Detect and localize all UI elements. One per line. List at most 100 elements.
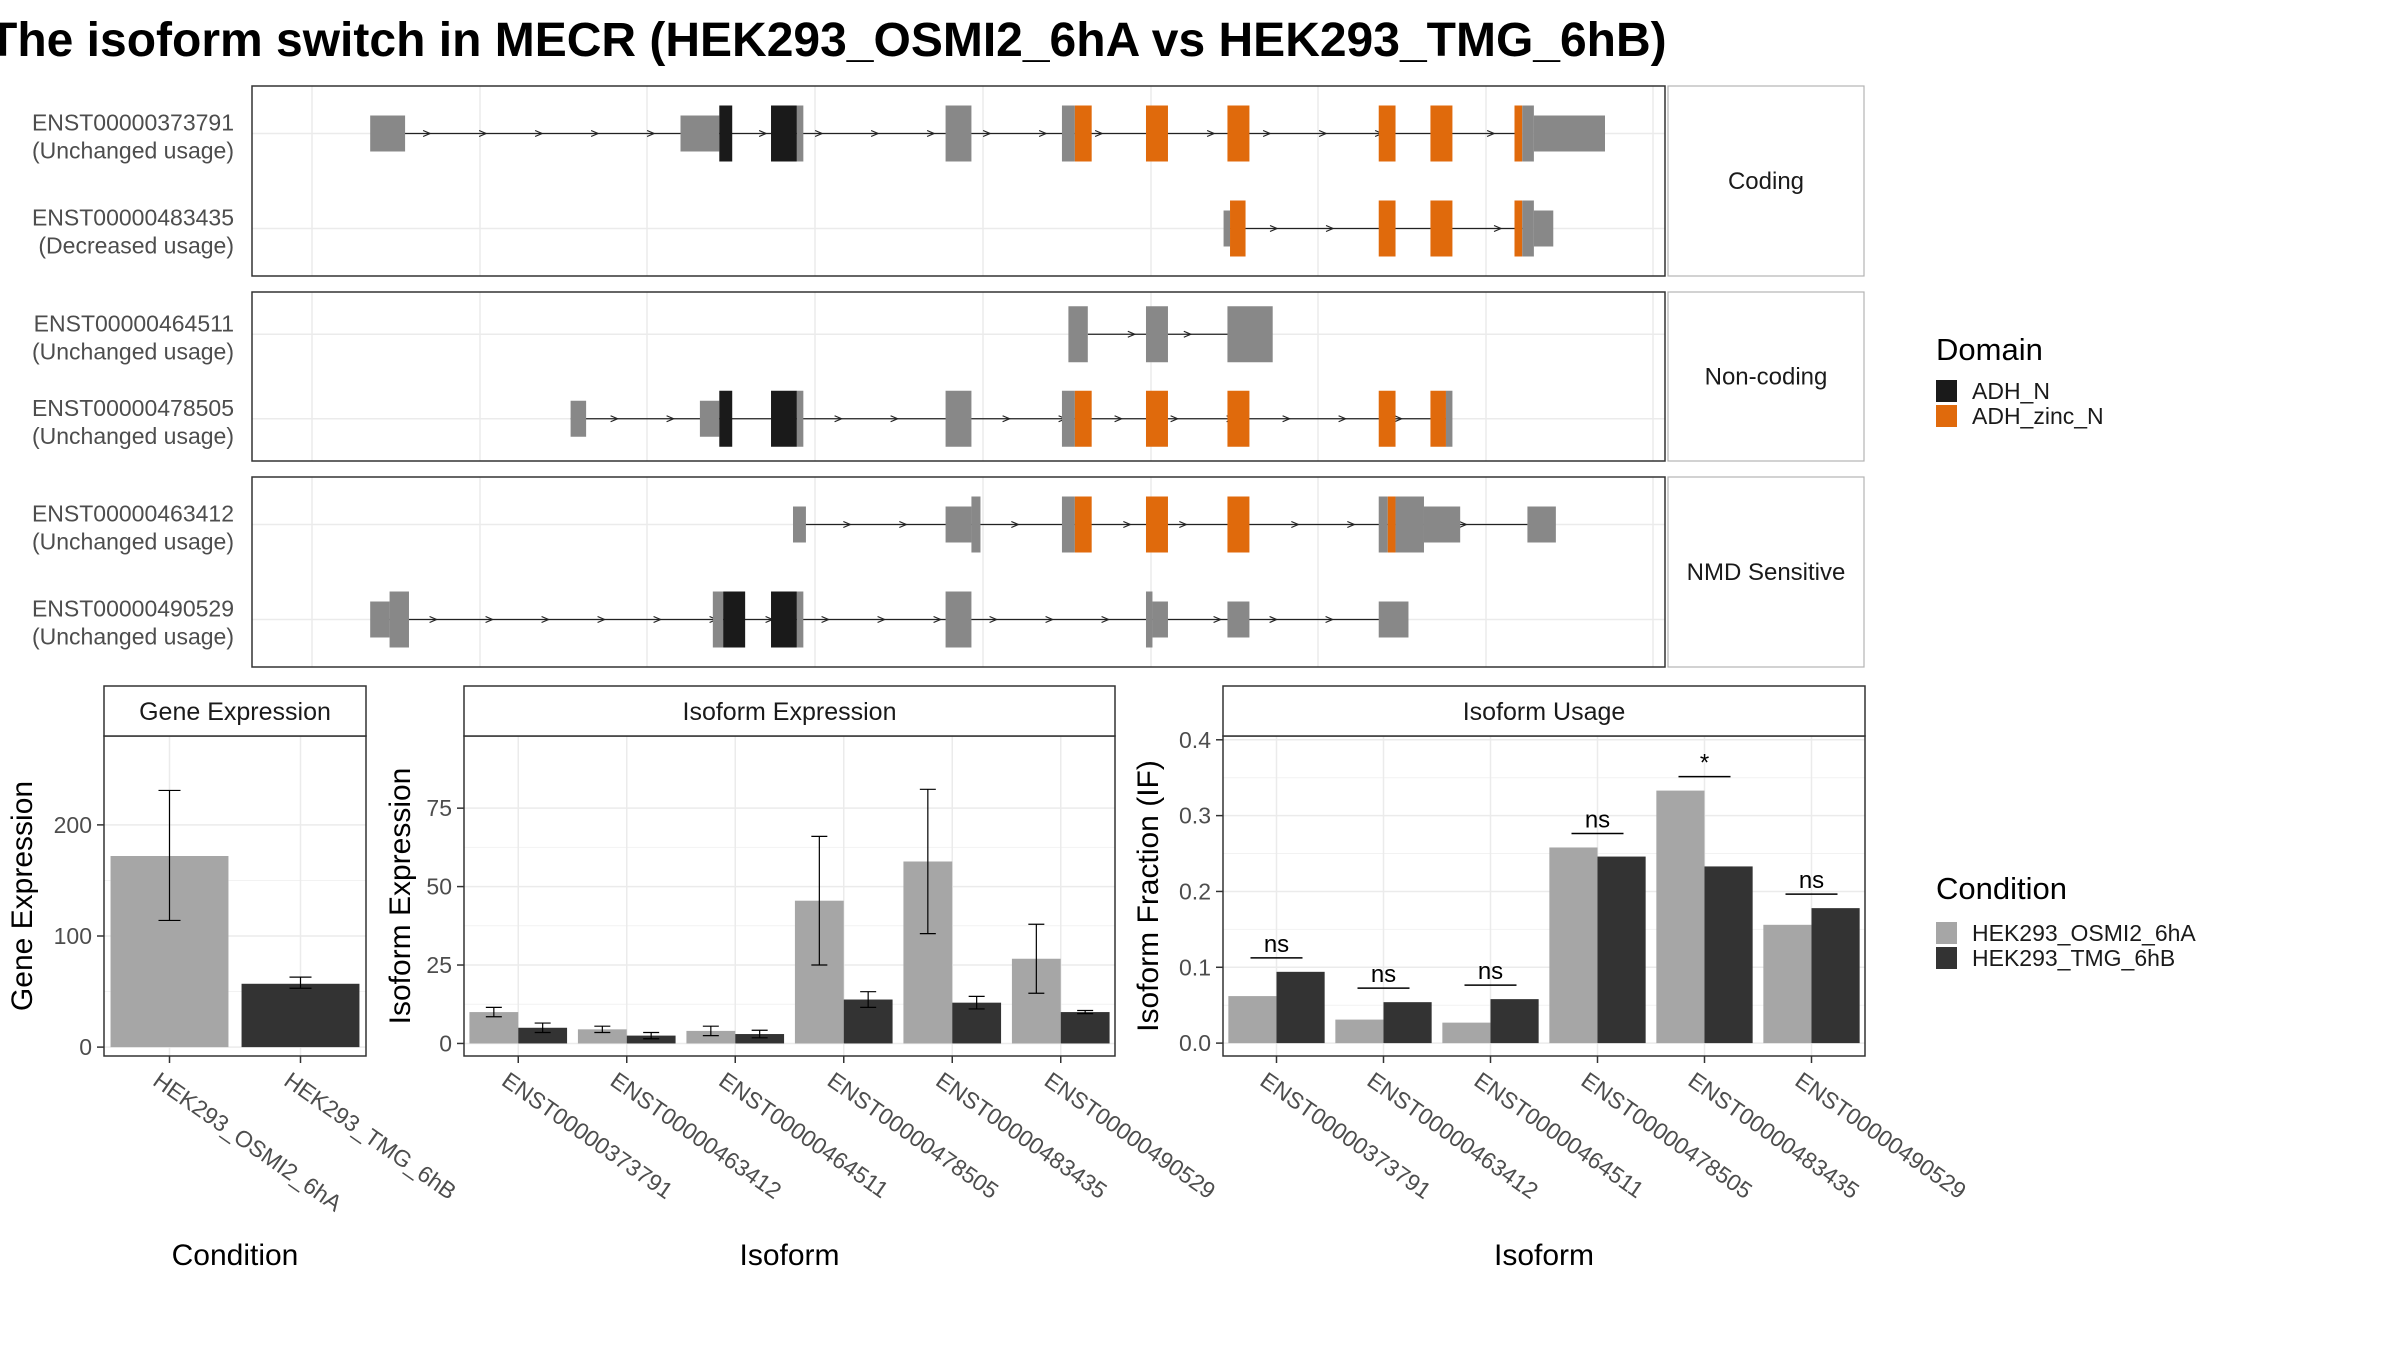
- intron-arrow: [899, 520, 908, 529]
- x-axis-title: Isoform: [739, 1239, 839, 1272]
- intron-arrow: [534, 129, 544, 138]
- condition-legend-swatch: [1936, 922, 1957, 944]
- y-tick-label: 0: [439, 1030, 452, 1056]
- domain-exon: [1514, 200, 1523, 257]
- domain-legend-label: ADH_zinc_N: [1972, 403, 2104, 429]
- intron-arrow: [814, 129, 824, 138]
- significance-label: ns: [1371, 961, 1396, 988]
- domain-exon: [719, 390, 733, 447]
- facet-strip-label: Isoform Usage: [1463, 698, 1626, 726]
- intron-arrow: [1262, 129, 1272, 138]
- domain-exon: [719, 105, 733, 162]
- x-tick-label: ENST00000483435: [1684, 1067, 1864, 1204]
- chart-isoform-expression: Isoform Expression0255075ENST00000373791…: [384, 685, 1220, 1272]
- transcript-usage-label: (Unchanged usage): [32, 529, 234, 555]
- intron-arrow: [1114, 415, 1124, 423]
- significance-label: ns: [1264, 931, 1289, 958]
- domain-exon: [771, 105, 797, 162]
- x-tick-label: ENST00000490529: [1791, 1067, 1971, 1204]
- y-tick-label: 75: [426, 795, 452, 821]
- exon: [1145, 306, 1168, 363]
- intron-arrow: [590, 129, 600, 138]
- y-tick-label: 0.2: [1179, 878, 1211, 904]
- transcript-id-label: ENST00000490529: [32, 596, 234, 622]
- condition-legend-label: HEK293_OSMI2_6hA: [1972, 920, 2196, 946]
- intron-arrow: [1394, 415, 1404, 423]
- facet-strip-label: Coding: [1728, 168, 1804, 195]
- transcript-usage-label: (Unchanged usage): [32, 138, 234, 164]
- significance-label: ns: [1585, 806, 1610, 833]
- domain-exon: [1230, 200, 1246, 257]
- exon: [1522, 105, 1534, 162]
- exon: [945, 390, 972, 447]
- transcript-id-label: ENST00000483435: [32, 205, 234, 231]
- transcript-usage-label: (Unchanged usage): [32, 338, 234, 364]
- domain-exon: [1145, 496, 1168, 553]
- x-tick-label: ENST00000373791: [1256, 1067, 1436, 1204]
- transcript-ENST00000478505: ENST00000478505(Unchanged usage): [32, 390, 1453, 449]
- intron-arrow: [646, 129, 656, 138]
- intron-arrow: [1213, 615, 1223, 624]
- intron-arrow: [1325, 224, 1335, 233]
- exon: [792, 506, 806, 543]
- exon: [1445, 390, 1453, 447]
- intron-arrow: [877, 615, 887, 624]
- facet-border: [251, 476, 1666, 668]
- intron-arrow: [653, 615, 663, 624]
- transcript-structure-panel: Coding ENST00000373791(Unchanged usage) EN…: [32, 85, 1865, 668]
- bar: [1704, 866, 1753, 1044]
- facet-border: [251, 291, 1666, 462]
- bar: [241, 983, 360, 1048]
- plot-background: [464, 736, 1115, 1056]
- exon: [796, 390, 804, 447]
- transcript-usage-label: (Unchanged usage): [32, 423, 234, 449]
- domain-exon: [1387, 496, 1396, 553]
- domain-legend-label: ADH_N: [1972, 378, 2050, 404]
- intron-arrow: [485, 615, 495, 624]
- intron-arrow: [422, 129, 432, 138]
- exon: [1227, 601, 1250, 638]
- x-tick-label: ENST00000490529: [1040, 1067, 1220, 1204]
- facet-strip: [463, 685, 1116, 737]
- intron-arrow: [1318, 129, 1328, 138]
- intron-arrow: [1291, 520, 1300, 529]
- intron-arrow: [541, 615, 551, 624]
- chart-title: The isoform switch in MECR (HEK293_OSMI2…: [0, 14, 1667, 67]
- facet-strip: [1222, 685, 1866, 737]
- intron-arrow: [1347, 520, 1356, 529]
- facet-strip: [1667, 291, 1865, 462]
- transcript-ENST00000463412: ENST00000463412(Unchanged usage): [32, 496, 1556, 555]
- intron-arrow: [1183, 330, 1193, 338]
- bar: [518, 1027, 568, 1044]
- intron-arrow: [1011, 520, 1020, 529]
- intron-arrow: [1282, 415, 1292, 423]
- transcript-ENST00000483435: ENST00000483435(Decreased usage): [32, 200, 1554, 259]
- bar: [626, 1035, 676, 1044]
- significance-label: *: [1700, 750, 1709, 777]
- y-tick-label: 25: [426, 952, 452, 978]
- transcript-ENST00000373791: ENST00000373791(Unchanged usage): [32, 105, 1605, 164]
- domain-exon: [1378, 105, 1396, 162]
- x-axis-title: Isoform: [1494, 1239, 1594, 1272]
- intron-arrow: [1094, 129, 1104, 138]
- domain-exon: [723, 591, 746, 648]
- intron-arrow: [1179, 520, 1188, 529]
- domain-exon: [771, 390, 797, 447]
- exon: [796, 105, 804, 162]
- intron-arrow: [478, 129, 488, 138]
- intron-arrow: [1045, 615, 1055, 624]
- structure-facet-coding: Coding ENST00000373791(Unchanged usage) EN…: [32, 85, 1865, 277]
- facet-strip-label: Gene Expression: [139, 698, 331, 726]
- intron-arrow: [989, 615, 999, 624]
- bar: [1656, 790, 1705, 1044]
- y-tick-label: 0.1: [1179, 954, 1211, 980]
- bar: [577, 1029, 627, 1044]
- domain-exon: [1430, 200, 1453, 257]
- bar: [1060, 1012, 1110, 1044]
- intron-arrow: [843, 520, 852, 529]
- intron-arrow: [1338, 415, 1348, 423]
- intron-arrow: [666, 415, 676, 423]
- facet-border: [251, 85, 1666, 277]
- domain-exon: [1074, 105, 1092, 162]
